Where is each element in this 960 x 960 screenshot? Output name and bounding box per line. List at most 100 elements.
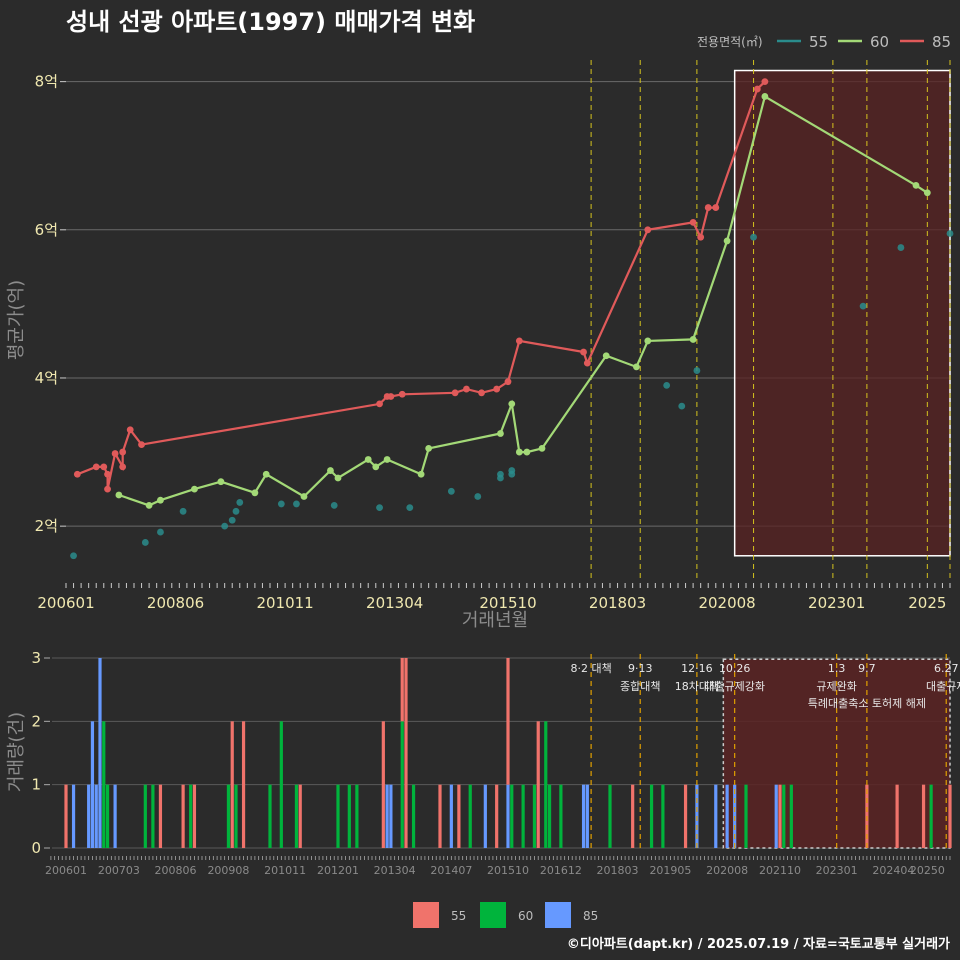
data-point-55 — [663, 381, 671, 389]
bottom-x-tick-label: 202008 — [706, 864, 748, 877]
policy-name-label: 규제완화 — [816, 680, 856, 693]
bottom-x-tick-label: 200908 — [207, 864, 249, 877]
data-point-55 — [157, 528, 164, 536]
data-point-85 — [73, 470, 81, 478]
data-point-60 — [912, 181, 920, 189]
volume-bar-55 — [495, 784, 499, 848]
data-point-60 — [923, 189, 931, 197]
data-point-55 — [474, 493, 482, 500]
volume-bar-85 — [714, 784, 718, 848]
data-point-60 — [425, 444, 433, 452]
data-point-60 — [633, 363, 640, 371]
volume-bar-85 — [113, 784, 117, 848]
data-point-60 — [689, 336, 697, 343]
top-plot: 2억 4억 6억 8억 200601 200806 201011 201304 201510 20… — [35, 60, 954, 612]
volume-bar-55 — [457, 784, 461, 848]
volume-bar-55 — [921, 784, 926, 848]
data-point-60 — [334, 474, 342, 482]
data-point-55 — [859, 302, 867, 310]
data-point-60 — [115, 491, 123, 499]
volume-bar-85 — [385, 784, 389, 848]
data-point-85 — [704, 204, 712, 211]
volume-bar-55 — [192, 784, 197, 848]
volume-bar-60 — [521, 784, 525, 848]
x-tick-label: 201803 — [589, 594, 646, 612]
volume-bar-55 — [298, 784, 302, 848]
volume-bar-55 — [438, 784, 442, 848]
volume-bar-60 — [105, 784, 110, 848]
data-point-55 — [376, 504, 383, 512]
volume-bar-85 — [449, 784, 453, 848]
volume-bar-60 — [143, 784, 147, 848]
volume-bar-60 — [189, 784, 193, 848]
x-tick-label: 201510 — [479, 594, 536, 612]
volume-bar-85 — [90, 721, 95, 848]
highlight-box — [733, 69, 951, 557]
data-point-60 — [191, 485, 198, 493]
data-point-85 — [119, 463, 127, 471]
volume-bar-85 — [506, 784, 510, 848]
volume-bar-60 — [782, 784, 786, 848]
volume-bar-55 — [400, 658, 404, 722]
top-points — [70, 78, 954, 560]
volume-bar-85 — [725, 784, 729, 848]
volume-bar-60 — [151, 784, 155, 848]
volume-bar-60 — [347, 784, 351, 848]
policy-date-label: 6.27 — [934, 662, 959, 675]
policy-name-label: 대출규제 — [926, 680, 960, 693]
x-tick-label: 2025 — [908, 594, 946, 612]
volume-bar-55 — [181, 784, 185, 848]
data-point-60 — [417, 470, 425, 478]
data-point-85 — [387, 393, 395, 400]
volume-bar-85 — [483, 784, 487, 848]
volume-bar-60 — [411, 784, 416, 848]
volume-bar-55 — [683, 784, 688, 848]
volume-bar-55 — [895, 784, 899, 848]
volume-bar-60 — [559, 784, 563, 848]
volume-bar-60 — [789, 784, 793, 848]
bottom-x-tick-label: 201011 — [264, 864, 306, 877]
top-legend: 전용면적(㎡) 55 60 85 — [697, 33, 951, 51]
volume-bar-55 — [381, 721, 385, 848]
volume-bar-85 — [98, 658, 102, 848]
policy-date-label: 9.7 — [858, 662, 876, 675]
volume-bar-60 — [929, 784, 933, 848]
data-point-60 — [761, 93, 769, 100]
data-point-85 — [398, 390, 406, 398]
volume-bar-55 — [404, 658, 408, 848]
data-point-85 — [583, 359, 591, 367]
volume-bar-60 — [294, 784, 299, 848]
data-point-60 — [723, 237, 731, 245]
bottom-y-tick-label: 0 — [31, 839, 41, 857]
data-point-60 — [262, 470, 270, 478]
bottom-y-tick-label: 2 — [31, 712, 41, 730]
volume-bar-60 — [510, 784, 514, 848]
data-point-85 — [753, 85, 761, 93]
legend-title: 전용면적(㎡) — [697, 35, 763, 49]
data-point-85 — [761, 78, 769, 86]
policy-name-label: 대출규제강화 — [704, 680, 765, 693]
volume-bar-55 — [536, 721, 540, 848]
bottom-x-tick-label: 201407 — [430, 864, 472, 877]
volume-bar-60 — [102, 721, 106, 848]
x-tick-label: 202301 — [808, 594, 865, 612]
policy-date-label: 8·2 대책 — [570, 662, 611, 675]
bottom-x-tick-label: 200703 — [98, 864, 140, 877]
volume-bar-60 — [608, 784, 612, 848]
bottom-legend-swatch-85 — [545, 902, 571, 928]
bottom-legend-swatch-60 — [480, 902, 506, 928]
volume-bar-60 — [279, 721, 283, 848]
policy-date-label: 9·13 — [628, 662, 653, 675]
bottom-legend-label-60: 60 — [518, 909, 533, 923]
volume-bar-55 — [64, 784, 68, 848]
data-point-60 — [300, 493, 308, 500]
data-point-55 — [330, 501, 338, 509]
data-point-60 — [372, 463, 380, 471]
data-point-85 — [689, 218, 697, 226]
bottom-x-tick-label: 201304 — [374, 864, 416, 877]
volume-bar-85 — [94, 784, 98, 848]
data-point-60 — [538, 444, 546, 452]
data-point-60 — [515, 448, 523, 456]
data-point-85 — [376, 400, 383, 408]
top-x-axis-label: 거래년월 — [462, 610, 528, 631]
